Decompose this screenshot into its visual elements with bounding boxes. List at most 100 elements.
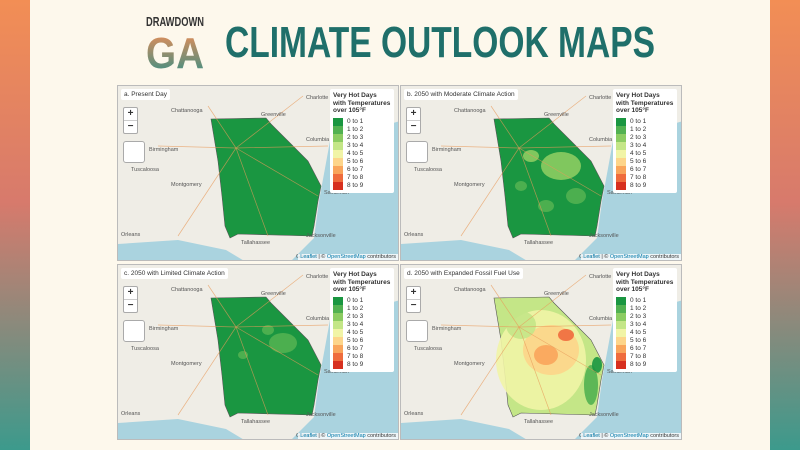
road xyxy=(235,95,304,149)
city-label: Savannah xyxy=(324,190,349,196)
zoom-in[interactable]: + xyxy=(127,287,134,298)
layers-button[interactable] xyxy=(406,141,428,163)
legend-label: 0 to 1 xyxy=(630,297,647,304)
osm-link[interactable]: OpenStreetMap xyxy=(326,254,366,260)
legend-label: 1 to 2 xyxy=(347,126,364,133)
legend-item: 2 to 3 xyxy=(616,312,674,321)
city-label: Tuscaloosa xyxy=(414,167,443,173)
legend-item: 2 to 3 xyxy=(616,133,674,142)
city-label: Tuscaloosa xyxy=(131,167,160,173)
attribution-sep: | © xyxy=(601,254,609,260)
legend-label: 8 to 9 xyxy=(630,361,647,368)
legend-item: 6 to 7 xyxy=(616,165,674,174)
zoom-out[interactable]: − xyxy=(124,120,137,133)
road xyxy=(518,326,602,376)
legend-swatch xyxy=(616,117,626,126)
logo-top: DRAWDOWN xyxy=(146,14,204,29)
legend-swatch xyxy=(333,328,343,337)
leaflet-link[interactable]: Leaflet xyxy=(583,433,600,439)
city-label: Birmingham xyxy=(149,147,179,153)
zoom-out[interactable]: − xyxy=(407,299,420,312)
legend-item: 1 to 2 xyxy=(333,125,391,134)
legend-label: 8 to 9 xyxy=(347,361,364,368)
legend-label: 2 to 3 xyxy=(630,134,647,141)
leaflet-link[interactable]: Leaflet xyxy=(300,433,317,439)
legend-item: 5 to 6 xyxy=(616,157,674,166)
map-panel: Chattanooga Birmingham Tuscaloosa Montgomer… xyxy=(117,85,399,261)
legend-swatch xyxy=(333,360,343,369)
legend-swatch xyxy=(616,304,626,313)
legend-title: Very Hot Days with Temperatures over 105… xyxy=(333,92,391,114)
city-label: Charlotte xyxy=(306,95,328,101)
road xyxy=(157,324,237,328)
legend-label: 8 to 9 xyxy=(630,182,647,189)
legend-swatch xyxy=(616,125,626,134)
road xyxy=(518,324,612,328)
city-label: Jacksonville xyxy=(306,233,336,239)
road xyxy=(490,284,520,328)
city-label: Chattanooga xyxy=(171,287,203,293)
city-label: Jacksonville xyxy=(589,233,619,239)
leaflet-link[interactable]: Leaflet xyxy=(583,254,600,260)
attribution-text: contributors xyxy=(650,433,679,439)
osm-link[interactable]: OpenStreetMap xyxy=(609,433,649,439)
legend-item: 0 to 1 xyxy=(333,117,391,126)
zoom-in[interactable]: + xyxy=(127,108,134,119)
city-label: Birmingham xyxy=(432,326,462,332)
legend-label: 1 to 2 xyxy=(347,305,364,312)
map-panel: Chattanooga Birmingham Tuscaloosa Montgomer… xyxy=(400,85,682,261)
road xyxy=(207,284,237,328)
city-label: Columbia xyxy=(306,316,330,322)
legend-label: 3 to 4 xyxy=(347,321,364,328)
legend-label: 6 to 7 xyxy=(347,166,364,173)
legend-item: 4 to 5 xyxy=(333,328,391,337)
legend-label: 4 to 5 xyxy=(630,150,647,157)
gulf xyxy=(401,240,526,260)
legend-item: 8 to 9 xyxy=(333,360,391,369)
road xyxy=(518,326,552,416)
layers-button[interactable] xyxy=(406,320,428,342)
legend-label: 5 to 6 xyxy=(347,158,364,165)
legend-label: 7 to 8 xyxy=(630,174,647,181)
zoom-control: + − xyxy=(123,286,138,313)
legend-item: 1 to 2 xyxy=(616,125,674,134)
zoom-in[interactable]: + xyxy=(410,108,417,119)
legend-item: 6 to 7 xyxy=(333,344,391,353)
osm-link[interactable]: OpenStreetMap xyxy=(609,254,649,260)
legend-item: 4 to 5 xyxy=(616,149,674,158)
city-label: Greenville xyxy=(544,291,569,297)
heat-area xyxy=(584,365,598,405)
road xyxy=(518,147,552,237)
zoom-out[interactable]: − xyxy=(124,299,137,312)
zoom-control: + − xyxy=(406,286,421,313)
legend-swatch xyxy=(616,352,626,361)
osm-link[interactable]: OpenStreetMap xyxy=(326,433,366,439)
city-label: Orleans xyxy=(404,232,424,238)
zoom-in[interactable]: + xyxy=(410,287,417,298)
road xyxy=(518,95,587,149)
side-band xyxy=(0,0,30,450)
heat-area xyxy=(541,152,581,180)
city-label: Savannah xyxy=(607,369,632,375)
city-label: Columbia xyxy=(589,316,613,322)
city-label: Greenville xyxy=(544,112,569,118)
map-panel: Chattanooga Birmingham Tuscaloosa Montgomer… xyxy=(400,264,682,440)
layers-button[interactable] xyxy=(123,141,145,163)
city-label: Tallahassee xyxy=(524,240,553,246)
zoom-out[interactable]: − xyxy=(407,120,420,133)
leaflet-link[interactable]: Leaflet xyxy=(300,254,317,260)
legend-swatch xyxy=(616,133,626,142)
road xyxy=(235,145,329,149)
legend-item: 2 to 3 xyxy=(333,133,391,142)
road xyxy=(518,145,612,149)
layers-button[interactable] xyxy=(123,320,145,342)
legend-label: 4 to 5 xyxy=(347,150,364,157)
legend-item: 3 to 4 xyxy=(616,320,674,329)
legend: Very Hot Days with Temperatures over 105… xyxy=(330,89,394,193)
legend-swatch xyxy=(333,133,343,142)
heat-area xyxy=(262,325,274,335)
legend: Very Hot Days with Temperatures over 105… xyxy=(330,268,394,372)
legend-swatch xyxy=(333,344,343,353)
city-label: Montgomery xyxy=(454,361,485,367)
